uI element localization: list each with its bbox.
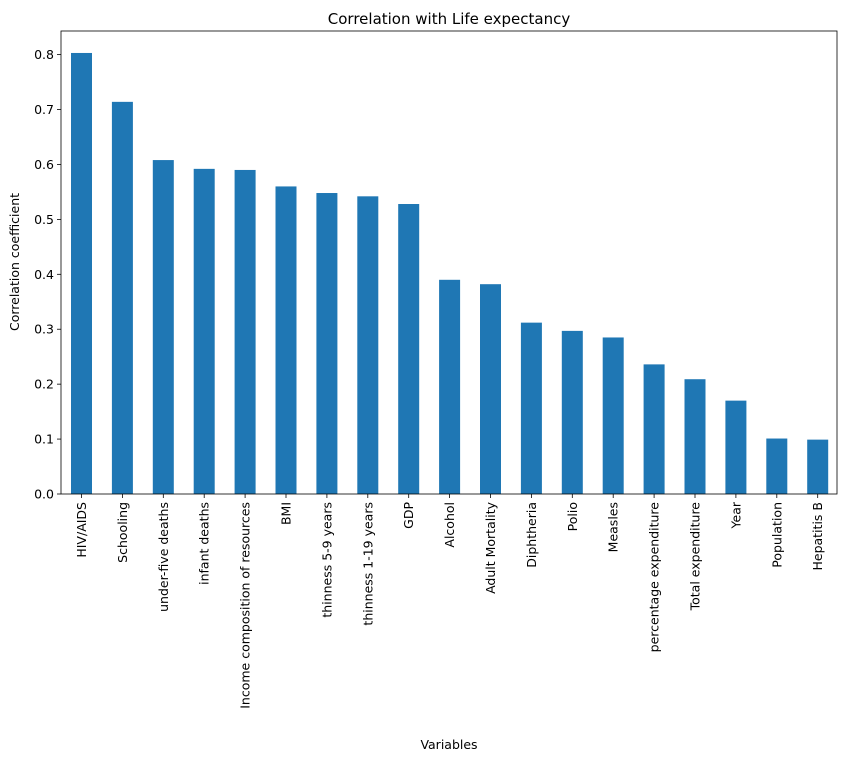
x-tick-label: Measles [606, 502, 621, 552]
bar [766, 438, 788, 494]
bar [602, 337, 624, 494]
y-tick-label: 0.0 [34, 487, 54, 502]
x-tick-label: thinness 1-19 years [360, 502, 375, 626]
x-tick-label: thinness 5-9 years [319, 502, 334, 618]
y-tick-label: 0.6 [34, 157, 54, 172]
bar [520, 322, 542, 494]
x-tick-label: percentage expenditure [647, 502, 662, 653]
chart-title: Correlation with Life expectancy [328, 10, 571, 28]
x-tick-label: under-five deaths [156, 502, 171, 612]
x-tick-label: Hepatitis B [810, 502, 825, 571]
bar [234, 169, 256, 494]
y-axis-label: Correlation coefficient [7, 193, 22, 331]
x-tick-label: Alcohol [442, 502, 457, 548]
bar [480, 284, 501, 494]
y-tick-label: 0.5 [34, 212, 54, 227]
bar [275, 186, 297, 494]
bar [316, 193, 338, 494]
y-tick-label: 0.3 [34, 322, 54, 337]
bar [111, 101, 133, 494]
bar [152, 160, 174, 494]
bar [725, 400, 747, 494]
x-axis-label: Variables [420, 737, 477, 752]
bar [807, 439, 829, 494]
x-tick-label: Total expenditure [688, 502, 703, 612]
bars-group [71, 52, 829, 495]
bar [193, 168, 215, 495]
x-tick-label: Schooling [115, 502, 130, 563]
bar [439, 279, 461, 494]
plot-frame [60, 30, 838, 495]
bar [398, 204, 420, 494]
y-axis: 0.0 0.1 0.2 0.3 0.4 0.5 0.6 0.7 0.8 [34, 47, 61, 502]
y-tick-label: 0.4 [34, 267, 54, 282]
y-tick-label: 0.2 [34, 377, 54, 392]
x-tick-label: Adult Mortality [483, 501, 498, 594]
x-tick-label: Year [728, 501, 743, 529]
x-tick-label: Income composition of resources [238, 502, 253, 709]
x-tick-label: infant deaths [197, 502, 212, 585]
y-tick-label: 0.8 [34, 47, 54, 62]
x-tick-label: GDP [401, 502, 416, 529]
x-tick-label: HIV/AIDS [74, 502, 89, 558]
x-axis: HIV/AIDS Schooling under-five deaths infant… [74, 494, 825, 709]
x-tick-label: BMI [279, 502, 294, 525]
bar [684, 379, 706, 494]
bar [561, 330, 583, 494]
y-tick-label: 0.7 [34, 102, 54, 117]
x-tick-label: Diphtheria [524, 502, 539, 568]
bar [643, 364, 665, 494]
bar [357, 196, 379, 494]
y-tick-label: 0.1 [34, 432, 54, 447]
x-tick-label: Population [769, 502, 784, 568]
x-tick-label: Polio [565, 502, 580, 531]
bar [71, 52, 92, 494]
